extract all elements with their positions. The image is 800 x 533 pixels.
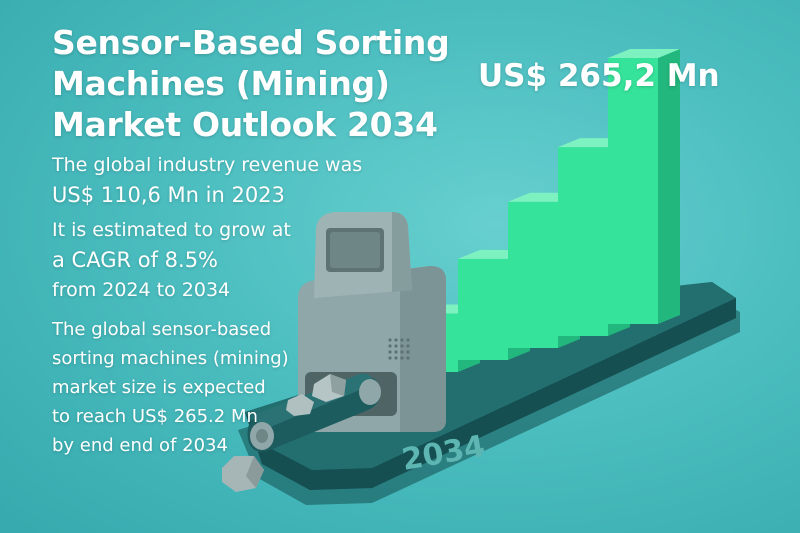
cagr-line: It is estimated to grow at: [52, 219, 291, 241]
forecast-text: The global sensor-based sorting machines…: [52, 315, 289, 460]
revenue-text: The global industry revenue was US$ 110,…: [52, 150, 362, 210]
page-title: Sensor-Based Sorting Machines (Mining) M…: [52, 22, 450, 145]
chart-bar: [608, 49, 680, 324]
forecast-line: to reach US$ 265.2 Mn: [52, 406, 258, 427]
ore-rock-icon: [222, 374, 346, 492]
revenue-line: The global industry revenue was: [52, 154, 363, 176]
forecast-line: sorting machines (mining): [52, 348, 289, 369]
title-line: Market Outlook 2034: [52, 105, 438, 144]
forecast-value: US$ 265,2 Mn: [478, 58, 720, 94]
title-line: Sensor-Based Sorting: [52, 23, 450, 62]
cagr-period: from 2024 to 2034: [52, 279, 231, 301]
forecast-line: by end end of 2034: [52, 435, 228, 456]
cagr-value: a CAGR of 8.5%: [52, 248, 219, 272]
revenue-value: US$ 110,6 Mn in 2023: [52, 183, 285, 207]
cagr-text: It is estimated to grow at a CAGR of 8.5…: [52, 215, 291, 305]
forecast-line: market size is expected: [52, 377, 266, 398]
title-line: Machines (Mining): [52, 64, 390, 103]
forecast-line: The global sensor-based: [52, 319, 272, 340]
